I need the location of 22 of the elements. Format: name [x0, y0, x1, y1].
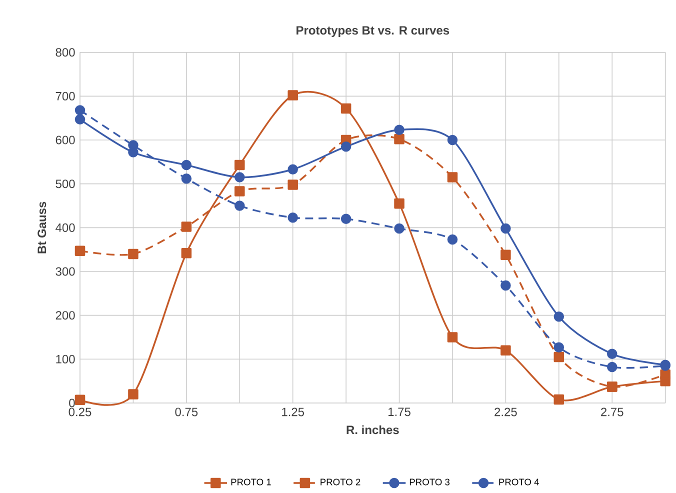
x-axis-title: R. inches: [346, 425, 399, 434]
y-tick-label: 500: [56, 180, 75, 188]
y-axis-title: Bt Gauss: [38, 202, 46, 254]
y-tick-label: 0: [69, 398, 75, 408]
legend-label: PROTO 2: [320, 478, 360, 486]
y-tick-label: 800: [56, 48, 75, 57]
chart-title: Prototypes Bt vs. R curves: [296, 26, 450, 37]
y-tick-label: 200: [56, 311, 75, 320]
y-tick-label: 400: [56, 223, 75, 232]
x-tick-label: 0.25: [68, 408, 92, 416]
y-tick-label: 600: [56, 136, 75, 144]
x-tick-label: 2.25: [494, 408, 517, 416]
legend-label: PROTO 1: [231, 478, 271, 486]
x-tick-label: 2.75: [601, 408, 624, 416]
y-tick-label: 100: [56, 354, 75, 364]
x-tick-label: 1.25: [282, 408, 304, 416]
y-tick-label: 700: [56, 92, 75, 100]
x-tick-label: 0.75: [175, 408, 198, 416]
x-tick-label: 1.75: [388, 408, 410, 416]
legend-label: PROTO 4: [499, 478, 539, 486]
legend-label: PROTO 3: [410, 478, 450, 486]
y-tick-label: 300: [56, 267, 75, 276]
